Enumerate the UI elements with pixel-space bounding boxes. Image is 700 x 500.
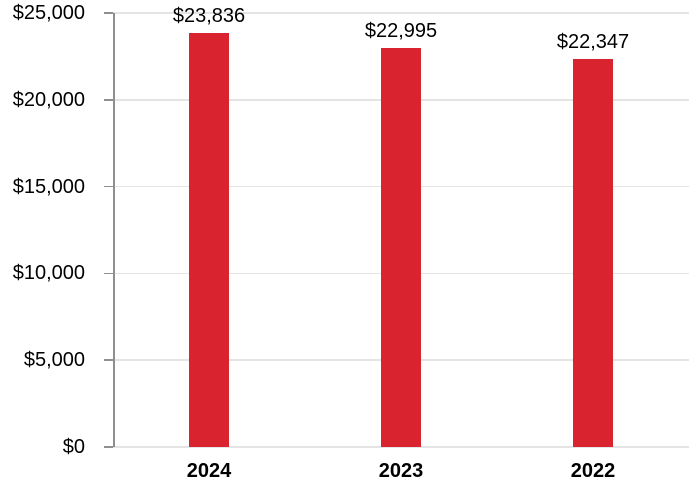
gridline [113, 446, 689, 448]
y-axis-tick [104, 12, 113, 14]
y-axis-tick [104, 185, 113, 188]
y-axis-tick-label: $10,000 [12, 262, 85, 285]
bar-value-label: $22,995 [364, 19, 438, 42]
bar-2023 [381, 47, 421, 447]
y-axis-tick-label: $0 [62, 436, 85, 458]
y-axis-line [113, 13, 115, 447]
y-axis-tick-label: $20,000 [12, 88, 85, 111]
x-axis-label: 2024 [186, 460, 232, 482]
y-axis-tick [104, 359, 113, 361]
bar-2024 [189, 33, 229, 447]
bar-2022 [573, 59, 613, 447]
y-axis-tick [104, 99, 113, 101]
y-axis-tick [104, 272, 113, 275]
gridline [113, 12, 689, 14]
y-axis-tick-label: $5,000 [23, 349, 85, 372]
y-axis-tick [104, 446, 113, 448]
bar-value-label: $22,347 [556, 31, 630, 54]
bar-value-label: $23,836 [172, 5, 246, 28]
y-axis-tick-label: $15,000 [12, 175, 85, 198]
x-axis-label: 2022 [570, 460, 616, 482]
x-axis-label: 2023 [378, 460, 424, 482]
y-axis-tick-label: $25,000 [12, 2, 85, 24]
